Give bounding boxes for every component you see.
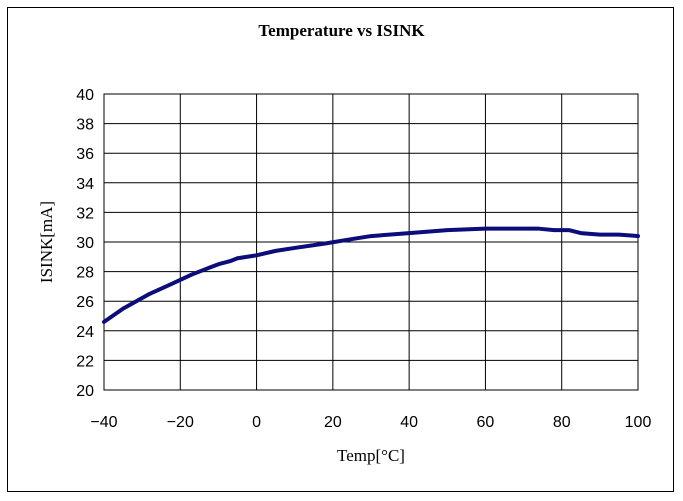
chart-frame	[7, 7, 674, 492]
series-layer	[102, 226, 640, 324]
x-axis-ticks: −40 −20 0 20 40 60 80 100	[90, 414, 651, 431]
y-tick-label: 30	[76, 235, 94, 252]
y-tick-label: 22	[76, 353, 94, 370]
y-tick-label: 34	[76, 176, 94, 193]
plot-area	[103, 93, 639, 391]
y-axis-label: ISINK[mA]	[37, 201, 56, 283]
y-tick-label: 26	[76, 294, 94, 311]
x-tick-label: −40	[90, 414, 117, 431]
grid	[104, 94, 638, 390]
y-axis-ticks: 20 22 24 26 28 30 32 34 36 38 40	[76, 87, 94, 400]
y-tick-label: 28	[76, 265, 94, 282]
y-tick-label: 24	[76, 324, 94, 341]
x-axis-label: Temp[°C]	[337, 446, 405, 465]
x-tick-label: −20	[167, 414, 194, 431]
x-tick-label: 20	[324, 414, 342, 431]
chart-title: Temperature vs ISINK	[258, 21, 425, 40]
series-line-isink	[102, 226, 640, 324]
y-tick-label: 20	[76, 383, 94, 400]
y-tick-label: 38	[76, 117, 94, 134]
y-tick-label: 40	[76, 87, 94, 104]
x-tick-label: 100	[625, 414, 652, 431]
x-tick-label: 60	[477, 414, 495, 431]
x-tick-label: 40	[400, 414, 418, 431]
x-tick-label: 80	[553, 414, 571, 431]
x-tick-label: 0	[252, 414, 261, 431]
y-tick-label: 32	[76, 205, 94, 222]
y-tick-label: 36	[76, 146, 94, 163]
